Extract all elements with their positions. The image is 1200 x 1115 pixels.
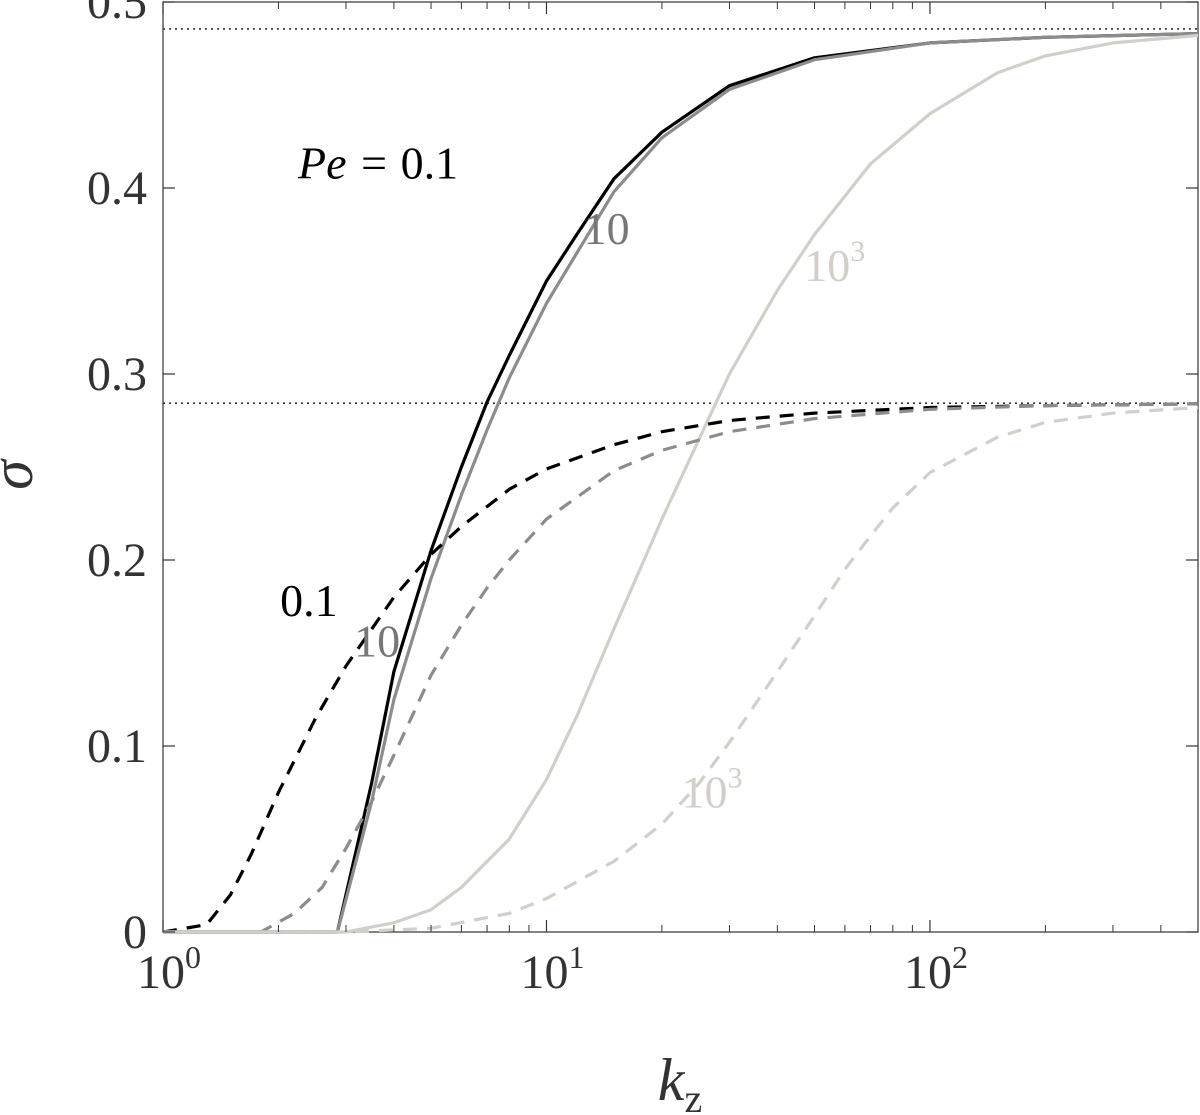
series-annotation-4: 10	[354, 616, 400, 667]
series-line-4	[163, 402, 1199, 934]
series-layer	[162, 32, 1199, 934]
y-tick-label-4: 0.4	[87, 162, 147, 215]
plot-frame	[162, 1, 1199, 933]
y-tick-label-5: 0.5	[87, 0, 147, 29]
series-line-1	[163, 32, 1199, 934]
plot-area-border	[162, 1, 1199, 933]
series-annotation-3: 0.1	[280, 575, 338, 626]
x-axis-label-base: k	[658, 1047, 686, 1113]
x-axis-label-subscript: z	[684, 1076, 702, 1115]
series-annotation-5: 103	[682, 761, 743, 817]
x-tick-label-1: 101	[520, 939, 584, 999]
x-tick-label-2: 102	[904, 939, 968, 999]
y-axis-label: σ	[0, 458, 45, 490]
y-tick-label-2: 0.2	[87, 534, 147, 587]
annotations-layer: Pe = 0.1 10 103 0.1 10 103	[280, 138, 865, 818]
series-annotation-2: 103	[804, 235, 865, 291]
y-tick-label-1: 0.1	[87, 720, 147, 773]
series-line-2	[163, 33, 1199, 934]
reference-lines	[163, 28, 1198, 405]
x-axis-label: kz	[658, 1047, 702, 1115]
y-tick-label-0: 0	[123, 906, 147, 959]
series-annotation-1: 10	[584, 203, 630, 254]
series-annotation-0: Pe = 0.1	[297, 138, 458, 189]
y-tick-label-3: 0.3	[87, 348, 147, 401]
series-line-3	[162, 402, 1199, 934]
x-tick-label-0: 100	[137, 939, 201, 999]
ticks-layer: 0 0.1 0.2 0.3 0.4 0.5 100 101 102	[87, 0, 1199, 999]
series-line-5	[163, 405, 1199, 934]
